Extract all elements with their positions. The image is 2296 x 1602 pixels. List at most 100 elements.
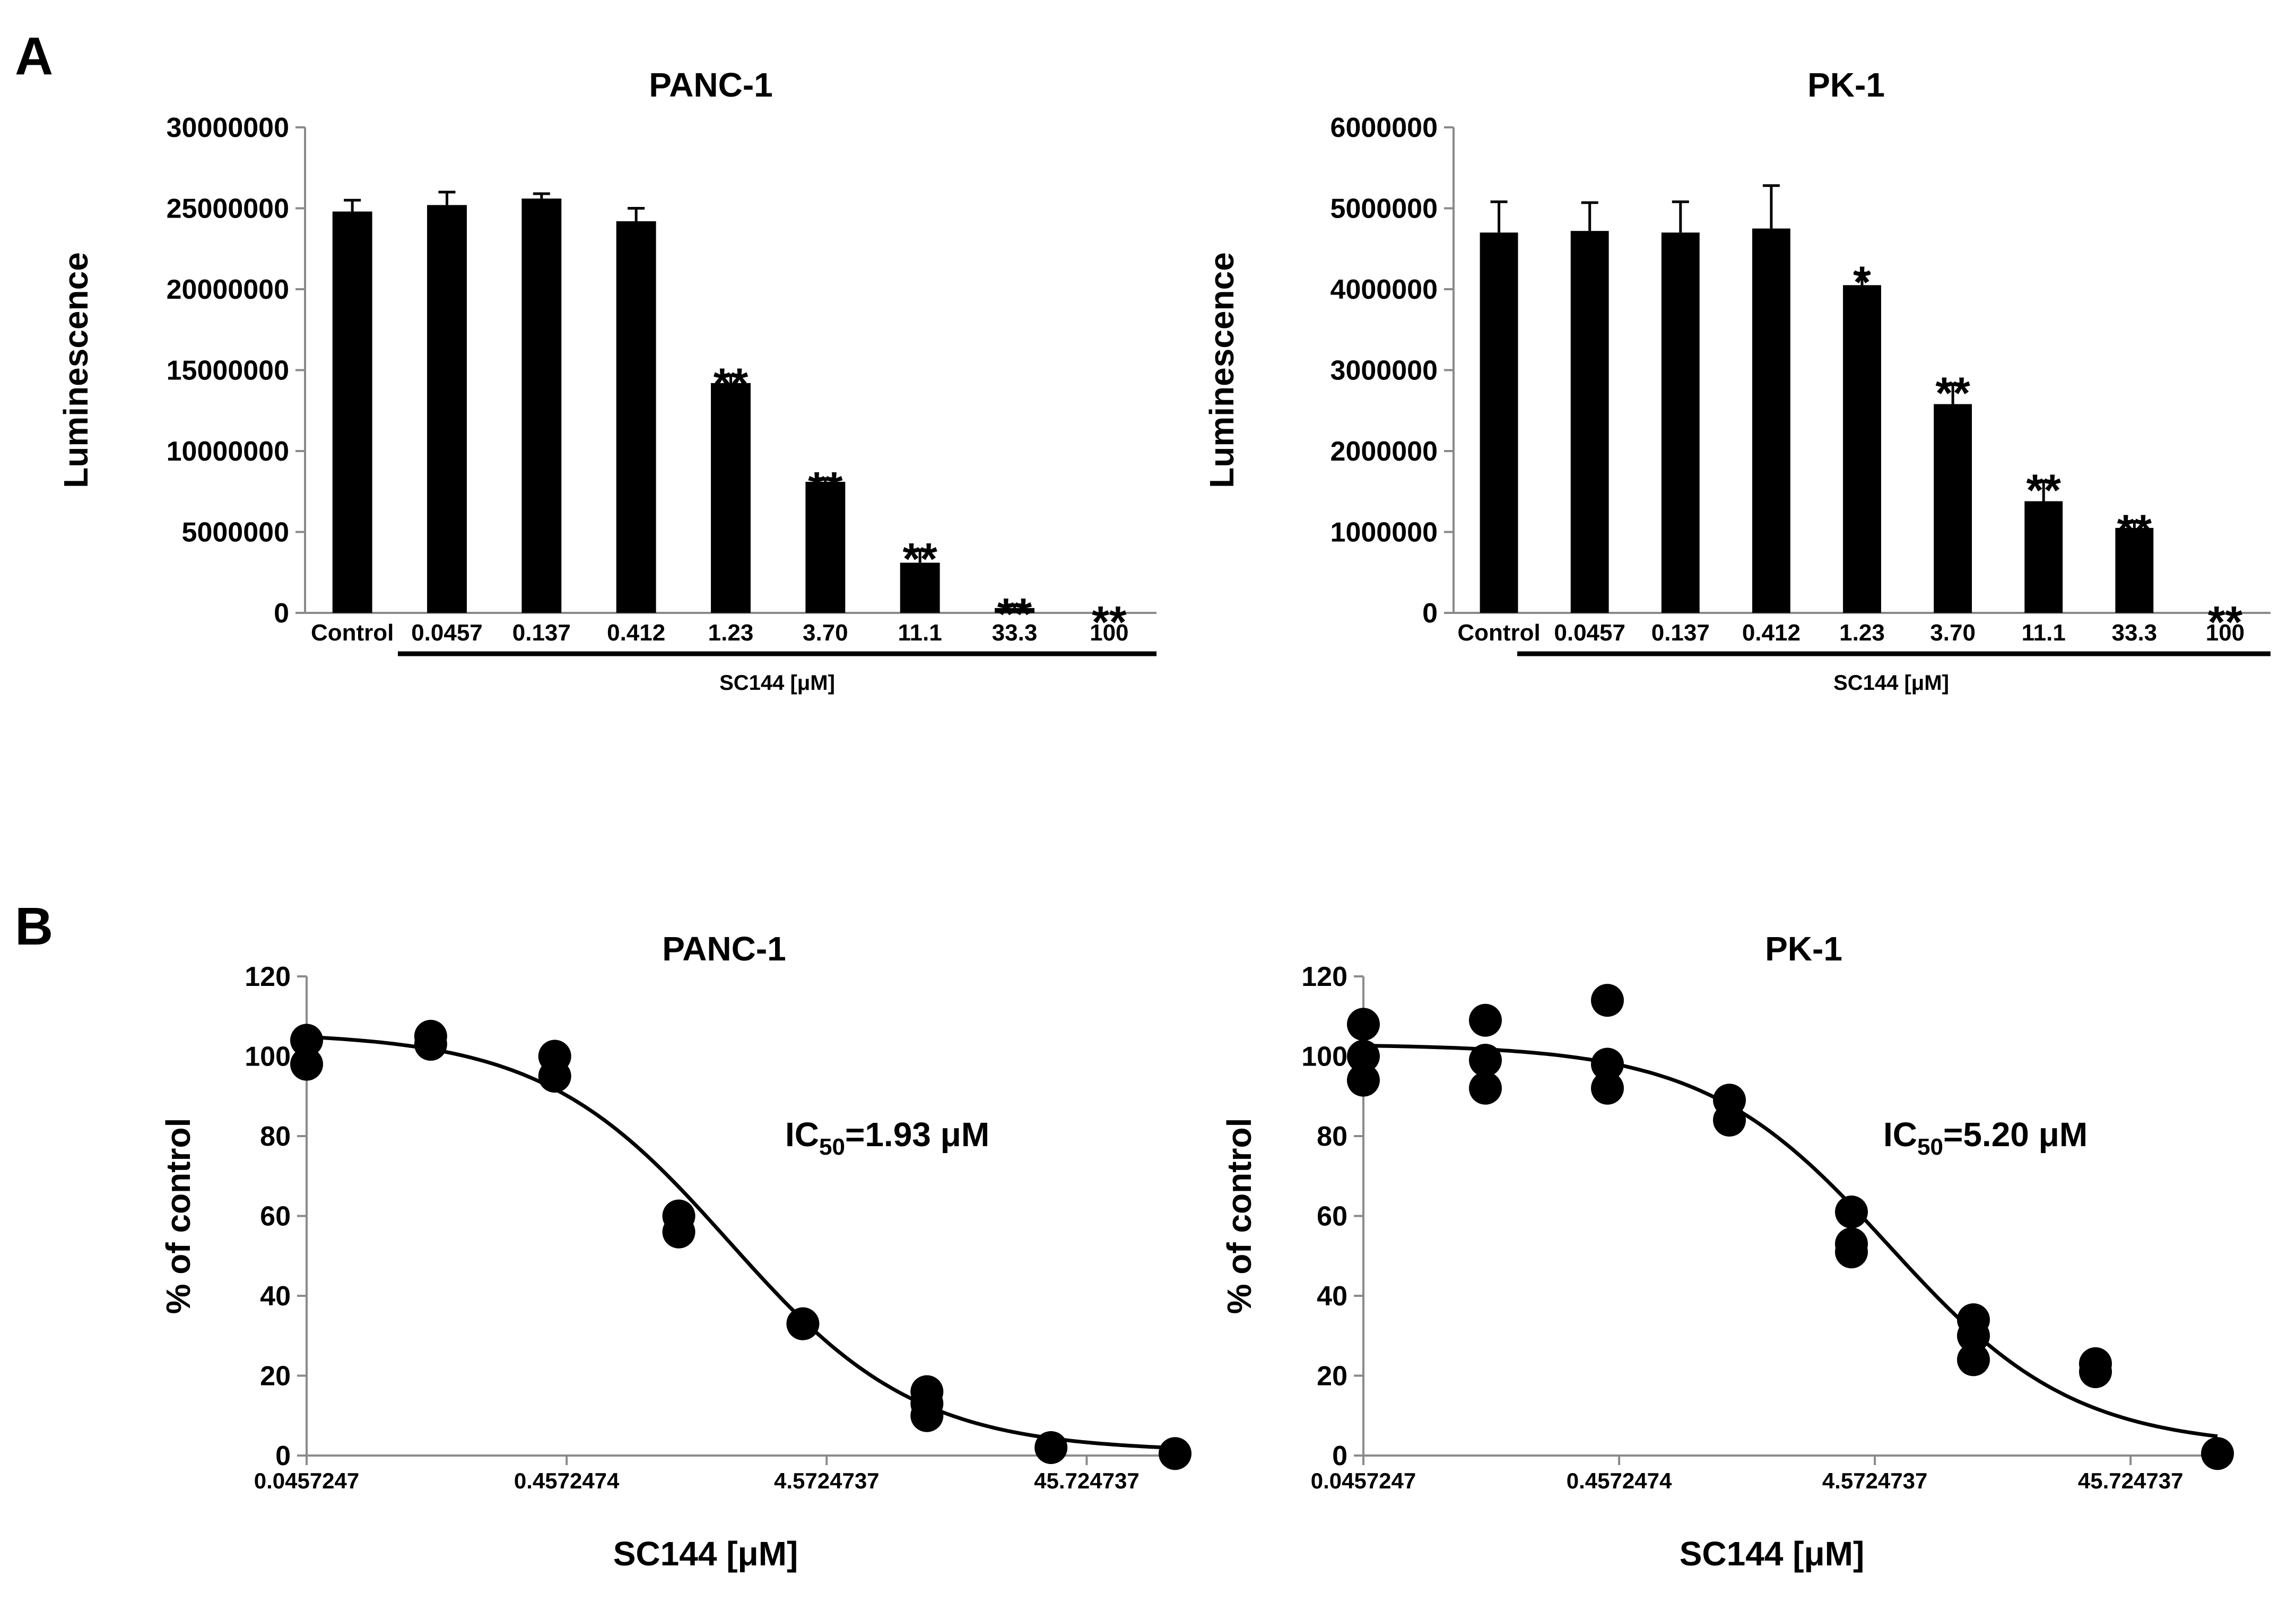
bar0-y-tick-label: 30000000 [167, 112, 289, 143]
dr1-x-tick-label: 0.4572474 [1567, 1468, 1672, 1493]
dr0-y-tick-label: 40 [260, 1281, 291, 1312]
dr1-data-point [1468, 1071, 1502, 1105]
bar1-significance-mark: * [1854, 257, 1871, 307]
bar1-title: PK-1 [1807, 66, 1885, 104]
dr1-y-tick-label: 40 [1317, 1281, 1347, 1312]
dr1-data-point [1591, 1071, 1624, 1105]
bar1-bar-11.1 [2024, 501, 2063, 613]
bar0-x-tick-label: 33.3 [992, 620, 1038, 646]
dr1-data-point [1835, 1195, 1868, 1228]
dr1-y-tick-label: 120 [1301, 962, 1347, 992]
dr0-y-tick-label: 80 [260, 1121, 291, 1152]
dr1-data-point [1347, 1063, 1380, 1097]
bar1-x-tick-label: 33.3 [2112, 620, 2158, 646]
dr0-y-tick-label: 100 [245, 1042, 291, 1072]
dr0-x-tick-label: 0.4572474 [514, 1468, 620, 1493]
dr0-data-point [1159, 1437, 1192, 1470]
bar0-x-tick-label: 0.0457 [411, 620, 483, 646]
bar1-x-tick-label: 11.1 [2022, 620, 2066, 646]
bar0-y-tick-label: 0 [274, 598, 289, 629]
bar0-bar-0.0457 [427, 205, 467, 613]
chart-pk1-dose-response: PK-1 % of control 0 20 40 60 80 100 120 0.0457247… [1220, 930, 2234, 1573]
dr0-data-point [290, 1047, 323, 1081]
bar0-significance-mark: ** [714, 359, 749, 409]
dr0-data-point [414, 1027, 447, 1061]
dr1-y-tick-label: 60 [1317, 1201, 1347, 1232]
dr1-x-axis-label: SC144 [μM] [1680, 1535, 1865, 1573]
dr1-y-tick-label: 80 [1317, 1121, 1347, 1152]
bar1-bar-Control [1480, 232, 1518, 613]
bar0-y-tick-label: 20000000 [167, 274, 289, 305]
dr1-data-point [1957, 1319, 1990, 1353]
dr1-y-tick-label: 100 [1301, 1042, 1347, 1072]
dr0-data-point [786, 1307, 820, 1340]
bar0-x-axis-label: SC144 [μM] [719, 671, 835, 695]
bar0-y-tick-label: 15000000 [167, 356, 289, 386]
bar0-bar-33.3 [995, 608, 1034, 613]
dr0-ic50-value: =1.93 μM [845, 1115, 989, 1154]
chart-pk1-luminescence: PK-1 Luminescence 0 1000000 2000000 3000000 40… [1203, 66, 2271, 695]
bar1-y-tick-label: 5000000 [1330, 194, 1438, 224]
bar0-x-tick-label: 1.23 [708, 620, 754, 646]
bar1-y-tick-label: 4000000 [1330, 274, 1438, 305]
bar0-y-tick-label: 25000000 [167, 194, 289, 224]
dr1-data-point [2201, 1437, 2234, 1470]
dr1-y-tick-label: 20 [1317, 1361, 1347, 1392]
dr0-data-point [290, 1024, 323, 1057]
dr1-data-point [1468, 1003, 1502, 1037]
dr1-data-point [1591, 1047, 1624, 1081]
dr0-data-point [662, 1215, 695, 1249]
dr1-x-tick-label: 45.724737 [2078, 1468, 2184, 1493]
dr0-y-tick-label: 60 [260, 1201, 291, 1232]
dr1-x-tick-label: 4.5724737 [1822, 1468, 1928, 1493]
bar0-bar-3.70 [805, 481, 846, 613]
bar1-bar-0.0457 [1570, 231, 1609, 613]
panel-label-b: B [15, 897, 53, 956]
dr1-ic50-value: =5.20 μM [1943, 1115, 2088, 1154]
dr0-y-axis-label: % of control [159, 1118, 197, 1314]
dr1-data-point [1835, 1235, 1868, 1269]
dr1-data-point [1468, 1044, 1502, 1077]
dr1-y-tick-label: 0 [1332, 1441, 1347, 1471]
bar1-bar-0.412 [1752, 228, 1790, 613]
bar0-x-tick-label: 3.70 [803, 620, 848, 646]
dr1-ic50-prefix: IC [1883, 1115, 1917, 1154]
dr1-ic50-annotation: IC50=5.20 μM [1883, 1115, 2088, 1160]
bar0-bar-Control [332, 211, 372, 613]
bar0-bar-0.412 [616, 221, 656, 613]
bar1-y-tick-label: 2000000 [1330, 436, 1438, 467]
bar0-bar-1.23 [711, 383, 751, 613]
dr0-y-tick-label: 20 [260, 1361, 291, 1392]
dr1-data-point [2079, 1355, 2112, 1388]
bar0-significance-mark: ** [808, 463, 843, 513]
bar1-y-axis-label: Luminescence [1203, 252, 1241, 488]
dr1-x-tick-label: 0.0457247 [1311, 1468, 1416, 1493]
bar0-significance-mark: ** [902, 534, 937, 584]
dr0-x-tick-label: 0.0457247 [254, 1468, 360, 1493]
bar1-x-tick-label: 100 [2206, 620, 2245, 646]
dr1-ic50-subscript: 50 [1917, 1134, 1943, 1160]
bar0-title: PANC-1 [649, 66, 773, 104]
bar1-x-tick-label: 3.70 [1930, 620, 1976, 646]
bar0-x-tick-label: 11.1 [898, 620, 942, 646]
dr0-fit-curve [306, 1035, 1176, 1450]
bar0-x-tick-label: 0.412 [607, 620, 665, 646]
bar0-bar-11.1 [900, 562, 940, 613]
dr0-ic50-prefix: IC [785, 1115, 819, 1154]
bar0-x-tick-label: Control [311, 620, 394, 646]
bar0-significance-mark: ** [1092, 597, 1127, 647]
dr0-ic50-annotation: IC50=1.93 μM [785, 1115, 989, 1160]
bar1-significance-mark: ** [2208, 597, 2243, 647]
bar1-y-tick-label: 0 [1422, 598, 1438, 629]
bar1-x-tick-label: 0.137 [1651, 620, 1710, 646]
dr0-data-point [910, 1399, 944, 1432]
dr1-data-point [1957, 1343, 1990, 1376]
panel-label-a: A [15, 27, 53, 86]
bar1-x-tick-label: 0.412 [1742, 620, 1801, 646]
dr0-x-tick-label: 4.5724737 [774, 1468, 880, 1493]
bar0-significance-mark: ** [997, 589, 1032, 639]
bar0-y-tick-label: 10000000 [167, 436, 289, 467]
dr1-title: PK-1 [1765, 930, 1842, 968]
dr1-data-point [1347, 1040, 1380, 1073]
